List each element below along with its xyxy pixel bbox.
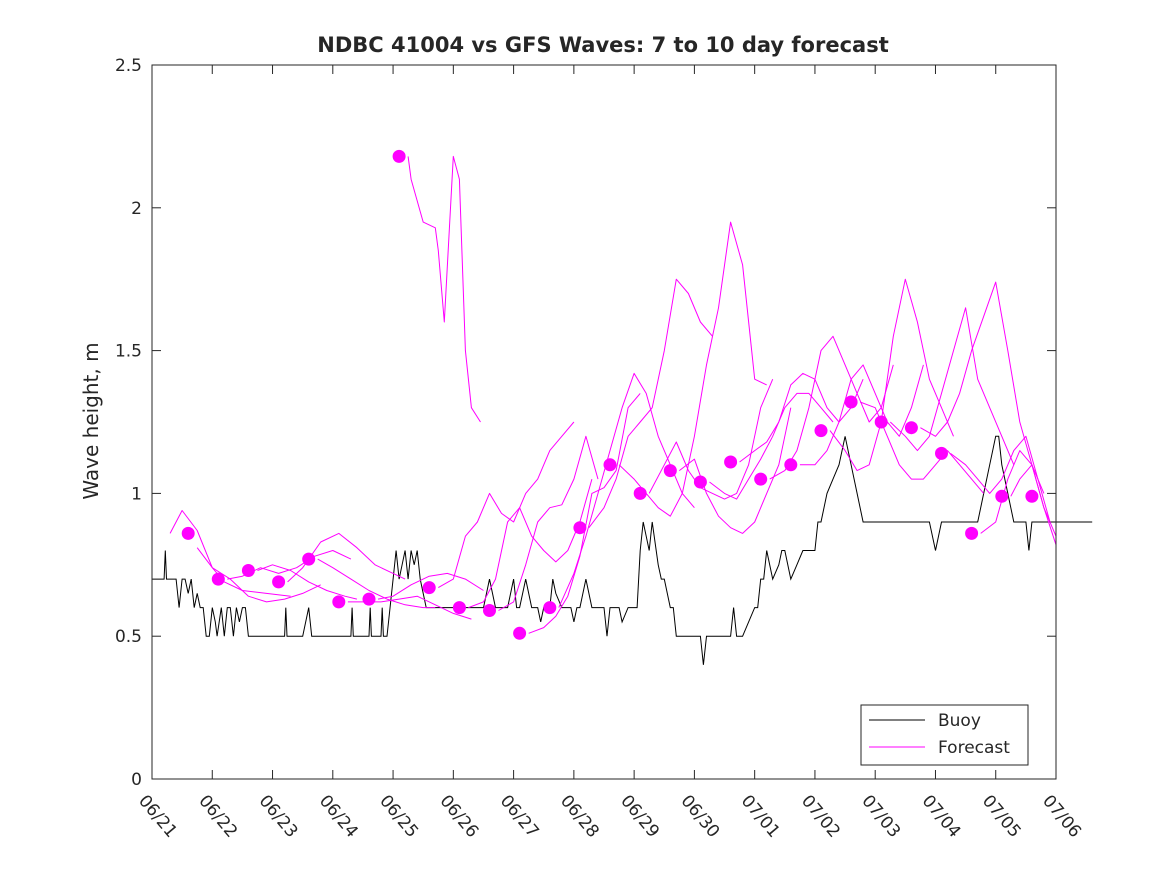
forecast-line (950, 435, 1051, 523)
forecast-line (257, 564, 358, 600)
forecast-line (407, 155, 481, 423)
forecast-line (196, 547, 321, 603)
forecast-start-marker (633, 486, 647, 500)
forecast-start-markers (181, 149, 1039, 640)
forecast-start-marker (874, 415, 888, 429)
y-tick-label: 0.5 (115, 627, 142, 647)
forecast-start-marker (904, 421, 918, 435)
forecast-start-marker (483, 604, 496, 617)
buoy-line (152, 435, 1093, 665)
forecast-line (1010, 464, 1057, 545)
forecast-start-marker (302, 552, 316, 566)
y-tick-label: 1 (131, 484, 142, 504)
forecast-start-marker (784, 458, 798, 472)
forecast-start-marker (995, 489, 1009, 503)
forecast-line (829, 278, 954, 472)
axis-ticks (151, 64, 1057, 780)
legend: Buoy Forecast (860, 704, 1029, 766)
plot-area (152, 65, 1056, 779)
forecast-start-marker (452, 601, 466, 615)
forecast-start-marker (332, 595, 346, 609)
forecast-series-group (169, 155, 1057, 634)
forecast-start-marker (814, 424, 828, 438)
forecast-line (739, 372, 864, 463)
forecast-start-marker (844, 395, 858, 409)
forecast-line (317, 558, 436, 609)
forecast-line (769, 335, 894, 480)
forecast-line (377, 572, 484, 600)
axes-box (151, 64, 1057, 780)
forecast-line (438, 421, 575, 589)
forecast-line (709, 392, 834, 500)
forecast-line (588, 278, 713, 529)
y-tick-label: 2.5 (115, 56, 142, 76)
forecast-start-marker (513, 626, 527, 640)
forecast-line (799, 364, 924, 466)
forecast-start-marker (362, 592, 376, 606)
forecast-line (889, 307, 1015, 465)
chart-title: NDBC 41004 vs GFS Waves: 7 to 10 day for… (317, 33, 888, 57)
forecast-start-marker (211, 572, 225, 586)
forecast-line (920, 281, 1045, 494)
forecast-line (468, 478, 593, 609)
forecast-start-marker (422, 581, 436, 595)
forecast-start-marker (663, 464, 677, 478)
forecast-start-marker (543, 601, 557, 615)
forecast-start-marker (603, 458, 617, 472)
forecast-start-marker (181, 526, 195, 540)
forecast-start-marker (241, 564, 255, 577)
legend-buoy-label: Buoy (938, 711, 981, 731)
forecast-line (528, 393, 641, 634)
y-tick-label: 2 (131, 199, 142, 219)
y-axis-label: Wave height, m (79, 342, 103, 499)
forecast-start-marker (724, 455, 738, 469)
forecast-start-marker (272, 575, 286, 589)
forecast-line (498, 435, 599, 611)
forecast-start-marker (935, 446, 948, 460)
forecast-start-marker (573, 521, 587, 535)
y-tick-labels: 0 0.5 1 1.5 2 2.5 (115, 56, 142, 790)
forecast-start-marker (965, 526, 979, 540)
y-tick-label: 0 (131, 770, 142, 790)
forecast-start-marker (754, 472, 768, 486)
buoy-series (152, 435, 1093, 665)
forecast-start-marker (1025, 489, 1039, 503)
forecast-line (648, 379, 774, 500)
y-tick-label: 1.5 (115, 342, 142, 362)
forecast-start-marker (392, 149, 406, 163)
forecast-start-marker (693, 475, 707, 489)
legend-forecast-label: Forecast (938, 738, 1010, 758)
legend-box (860, 704, 1029, 766)
